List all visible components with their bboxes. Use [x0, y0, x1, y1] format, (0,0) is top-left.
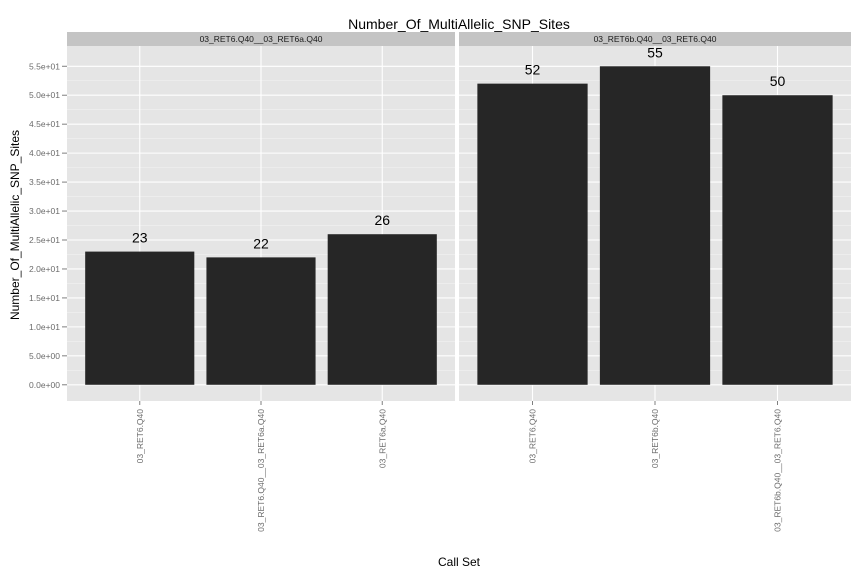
bar-value-label: 23 [132, 230, 148, 246]
bar [722, 95, 833, 385]
y-tick-label: 5.0e+00 [29, 351, 60, 361]
chart-title: Number_Of_MultiAllelic_SNP_Sites [348, 16, 570, 32]
y-tick-label: 5.5e+01 [29, 61, 60, 71]
y-axis: 0.0e+00 5.0e+00 1.0e+01 1.5e+01 2.0e+01 2.5e+… [29, 61, 67, 390]
facet-panel: 03_RET6.Q40__03_RET6a.Q40 23 03_RET6.Q40 22… [67, 32, 455, 532]
y-tick-label: 0.0e+00 [29, 380, 60, 390]
bar-value-label: 52 [525, 62, 541, 78]
y-tick-label: 2.5e+01 [29, 235, 60, 245]
y-tick-label: 3.0e+01 [29, 206, 60, 216]
y-tick-label: 1.0e+01 [29, 322, 60, 332]
facet-panels: 03_RET6.Q40__03_RET6a.Q40 23 03_RET6.Q40 22… [67, 32, 851, 532]
y-tick-label: 3.5e+01 [29, 177, 60, 187]
bar [599, 66, 711, 385]
y-tick-label: 1.5e+01 [29, 293, 60, 303]
facet-panel: 03_RET6b.Q40__03_RET6.Q40 52 03_RET6.Q40 55… [459, 32, 851, 532]
y-tick-label: 5.0e+01 [29, 90, 60, 100]
facet-strip [459, 32, 851, 46]
x-tick-label: 03_RET6b.Q40__03_RET6.Q40 [773, 409, 783, 532]
x-tick-label: 03_RET6b.Q40 [650, 409, 660, 468]
facet-strip-label: 03_RET6.Q40__03_RET6a.Q40 [200, 34, 323, 44]
x-tick-label: 03_RET6.Q40__03_RET6a.Q40 [256, 409, 266, 532]
x-tick-label: 03_RET6.Q40 [135, 409, 145, 464]
x-tick-label: 03_RET6.Q40 [528, 409, 538, 464]
bar-value-label: 22 [253, 235, 269, 251]
bar-value-label: 26 [374, 212, 390, 228]
y-tick-label: 4.0e+01 [29, 148, 60, 158]
x-axis-title: Call Set [438, 555, 481, 569]
y-tick-label: 4.5e+01 [29, 119, 60, 129]
facet-strip-label: 03_RET6b.Q40__03_RET6.Q40 [594, 34, 717, 44]
bar [206, 257, 316, 385]
y-axis-title: Number_Of_MultiAllelic_SNP_Sites [8, 130, 22, 320]
bar-value-label: 50 [770, 73, 786, 89]
facet-strip [67, 32, 455, 46]
x-tick-label: 03_RET6a.Q40 [377, 409, 387, 468]
bar-value-label: 55 [647, 44, 663, 60]
bar [327, 234, 437, 385]
bar [477, 83, 588, 385]
bar [85, 251, 195, 385]
y-tick-label: 2.0e+01 [29, 264, 60, 274]
